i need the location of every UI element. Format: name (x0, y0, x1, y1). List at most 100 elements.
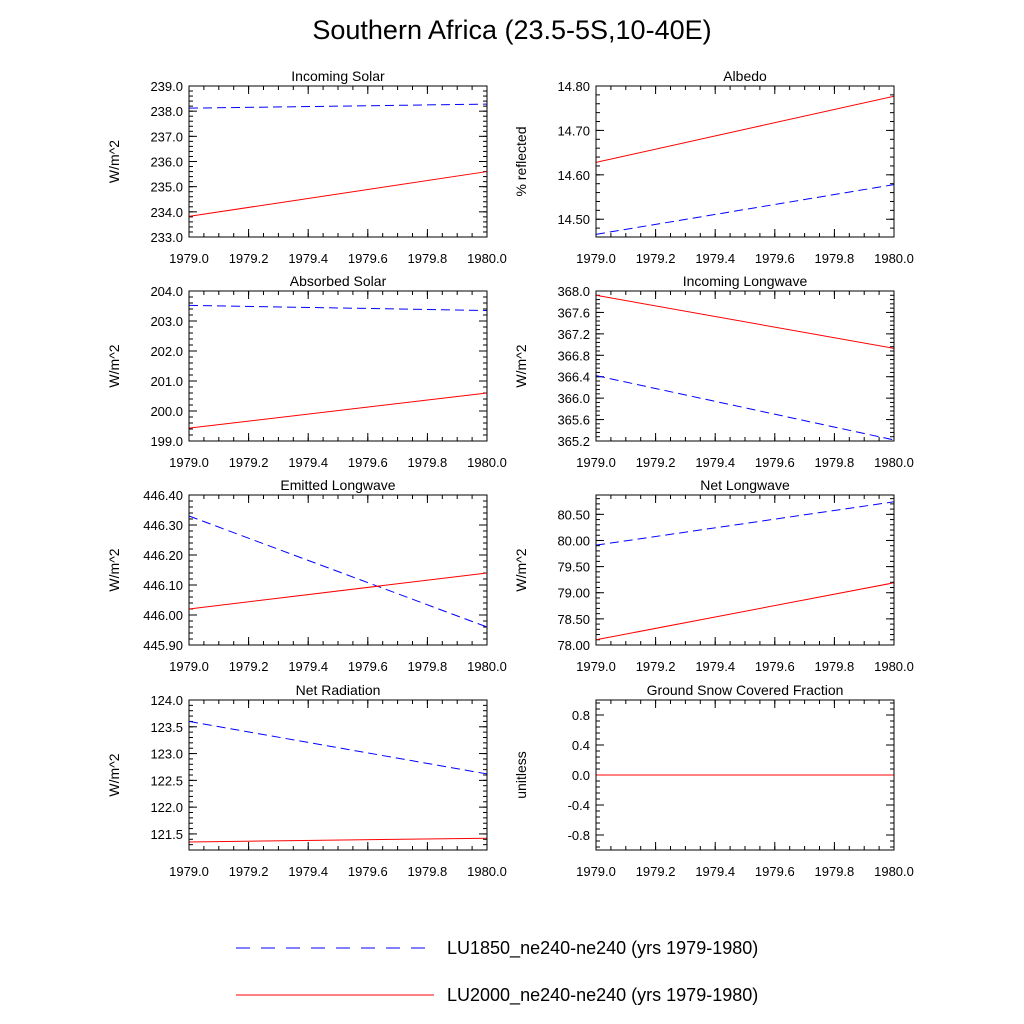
panel-title: Incoming Longwave (683, 273, 808, 289)
y-tick-label: 201.0 (150, 374, 183, 389)
x-tick-label: 1979.6 (348, 251, 388, 266)
x-tick-label: 1979.4 (695, 864, 735, 879)
x-tick-label: 1979.6 (755, 864, 795, 879)
y-tick-label: 14.60 (557, 168, 590, 183)
y-tick-label: -0.4 (568, 798, 590, 813)
y-tick-label: 366.0 (557, 391, 590, 406)
panel-title: Net Longwave (700, 477, 790, 493)
x-tick-label: 1980.0 (467, 455, 507, 470)
series-line-lu2000 (188, 392, 488, 429)
legend-label-lu2000: LU2000_ne240-ne240 (yrs 1979-1980) (447, 985, 759, 1005)
plot-frame (188, 85, 488, 238)
page-title: Southern Africa (23.5-5S,10-40E) (312, 15, 712, 45)
series-line-lu2000 (188, 171, 488, 217)
x-tick-label: 1979.8 (815, 659, 855, 674)
x-tick-label: 1979.0 (576, 251, 616, 266)
y-tick-label: 80.00 (557, 533, 590, 548)
x-tick-label: 1979.0 (169, 659, 209, 674)
y-tick-label: 368.0 (557, 284, 590, 299)
y-axis-label: W/m^2 (106, 548, 122, 591)
x-tick-label: 1980.0 (874, 659, 914, 674)
chart-panel-3: 1979.0 1979.2 1979.4 1979.6 1979.8 1980.0 199.… (106, 273, 507, 470)
x-tick-label: 1979.0 (576, 864, 616, 879)
y-axis-label: unitless (513, 751, 529, 798)
x-tick-label: 1979.4 (288, 864, 328, 879)
panel-title: Incoming Solar (291, 68, 385, 84)
y-tick-label: 78.50 (557, 612, 590, 627)
series-line-lu1850 (595, 375, 895, 441)
x-tick-label: 1979.8 (408, 455, 448, 470)
panel-title: Absorbed Solar (290, 273, 387, 289)
y-tick-label: 234.0 (150, 205, 183, 220)
x-tick-label: 1979.4 (695, 251, 735, 266)
y-tick-label: 199.0 (150, 434, 183, 449)
x-tick-label: 1979.2 (636, 251, 676, 266)
y-tick-label: 365.2 (557, 434, 590, 449)
plot-frame (188, 290, 488, 442)
chart-panel-2: 1979.0 1979.2 1979.4 1979.6 1979.8 1980.0 14.5… (513, 68, 914, 266)
x-tick-label: 1979.0 (169, 251, 209, 266)
series-line-lu1850 (595, 184, 895, 235)
plot-frame (595, 290, 895, 442)
y-tick-label: 123.5 (150, 720, 183, 735)
y-tick-label: 367.2 (557, 327, 590, 342)
legend-swatch-lu1850 (236, 947, 434, 949)
y-tick-label: 78.00 (557, 638, 590, 653)
x-tick-label: 1979.4 (288, 659, 328, 674)
x-tick-label: 1979.0 (576, 659, 616, 674)
x-tick-label: 1980.0 (467, 251, 507, 266)
x-tick-label: 1979.8 (815, 455, 855, 470)
y-tick-label: 14.80 (557, 79, 590, 94)
series-line-lu2000 (595, 294, 895, 349)
y-tick-label: 236.0 (150, 155, 183, 170)
x-tick-label: 1979.0 (169, 455, 209, 470)
x-tick-label: 1979.4 (288, 455, 328, 470)
legend-swatch-lu2000 (236, 994, 434, 996)
plot-frame (595, 494, 895, 646)
x-tick-label: 1979.2 (636, 659, 676, 674)
y-tick-label: 122.0 (150, 800, 183, 815)
series-line-lu1850 (188, 103, 488, 109)
x-tick-label: 1979.0 (576, 455, 616, 470)
y-axis-label: % reflected (513, 126, 529, 196)
x-tick-label: 1979.6 (755, 659, 795, 674)
y-tick-label: 200.0 (150, 404, 183, 419)
x-tick-label: 1980.0 (467, 864, 507, 879)
x-tick-label: 1979.6 (348, 455, 388, 470)
y-tick-label: 446.30 (143, 518, 183, 533)
y-tick-label: 124.0 (150, 693, 183, 708)
y-tick-label: 237.0 (150, 129, 183, 144)
series-line-lu2000 (595, 582, 895, 641)
x-tick-label: 1979.2 (229, 659, 269, 674)
series-line-lu1850 (188, 515, 488, 628)
x-tick-label: 1979.8 (408, 659, 448, 674)
series-line-lu1850 (188, 304, 488, 311)
chart-panel-1: 1979.0 1979.2 1979.4 1979.6 1979.8 1980.0 233.… (106, 68, 507, 266)
y-tick-label: 233.0 (150, 230, 183, 245)
x-tick-label: 1980.0 (874, 864, 914, 879)
y-axis-label: W/m^2 (106, 753, 122, 796)
y-axis-label: W/m^2 (106, 140, 122, 183)
y-axis-label: W/m^2 (106, 344, 122, 387)
x-tick-label: 1980.0 (467, 659, 507, 674)
x-tick-label: 1979.4 (288, 251, 328, 266)
series-line-lu1850 (595, 501, 895, 546)
panel-title: Emitted Longwave (280, 477, 395, 493)
y-tick-label: 123.0 (150, 747, 183, 762)
y-tick-label: 202.0 (150, 344, 183, 359)
series-line-lu2000 (188, 572, 488, 610)
y-axis-label: W/m^2 (513, 344, 529, 387)
y-tick-label: 121.5 (150, 827, 183, 842)
x-tick-label: 1979.2 (229, 455, 269, 470)
x-tick-label: 1979.8 (815, 864, 855, 879)
y-tick-label: 235.0 (150, 180, 183, 195)
y-tick-label: 446.20 (143, 548, 183, 563)
chart-panel-6: 1979.0 1979.2 1979.4 1979.6 1979.8 1980.0 78.0… (513, 477, 914, 674)
y-tick-label: 79.50 (557, 560, 590, 575)
x-tick-label: 1979.6 (348, 864, 388, 879)
y-tick-label: 0.0 (572, 768, 590, 783)
chart-panel-7: 1979.0 1979.2 1979.4 1979.6 1979.8 1980.0 121.… (106, 682, 507, 879)
x-tick-label: 1979.2 (636, 455, 676, 470)
y-tick-label: 239.0 (150, 79, 183, 94)
